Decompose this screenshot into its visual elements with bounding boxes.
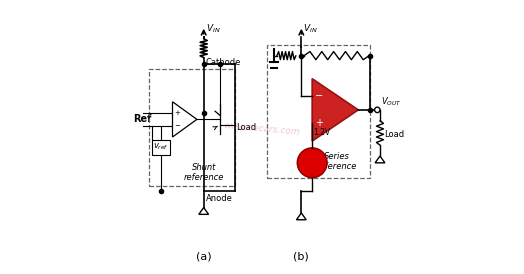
- Text: $v_{ref}$: $v_{ref}$: [153, 142, 169, 152]
- Text: $V_{IN}$: $V_{IN}$: [303, 22, 318, 35]
- Text: Series
reference: Series reference: [316, 152, 357, 171]
- Text: −: −: [174, 123, 181, 129]
- Text: +: +: [315, 118, 323, 129]
- Text: Load: Load: [236, 123, 256, 132]
- Text: (b): (b): [293, 251, 309, 261]
- Polygon shape: [312, 79, 358, 141]
- Circle shape: [297, 148, 327, 178]
- FancyBboxPatch shape: [152, 140, 170, 155]
- Text: Load: Load: [384, 130, 404, 139]
- Circle shape: [375, 107, 380, 113]
- Text: Ref: Ref: [133, 114, 151, 124]
- Text: +: +: [174, 110, 181, 116]
- Text: 1.2V: 1.2V: [313, 129, 331, 138]
- Text: −: −: [315, 91, 323, 101]
- Text: Anode: Anode: [206, 193, 233, 202]
- Text: $V_{IN}$: $V_{IN}$: [206, 22, 221, 35]
- Text: www.eecars.com: www.eecars.com: [224, 121, 300, 137]
- Text: $V_{OUT}$: $V_{OUT}$: [380, 96, 401, 108]
- Text: Cathode: Cathode: [206, 58, 241, 67]
- Text: (a): (a): [196, 251, 212, 261]
- Text: Shunt
reference: Shunt reference: [183, 162, 224, 182]
